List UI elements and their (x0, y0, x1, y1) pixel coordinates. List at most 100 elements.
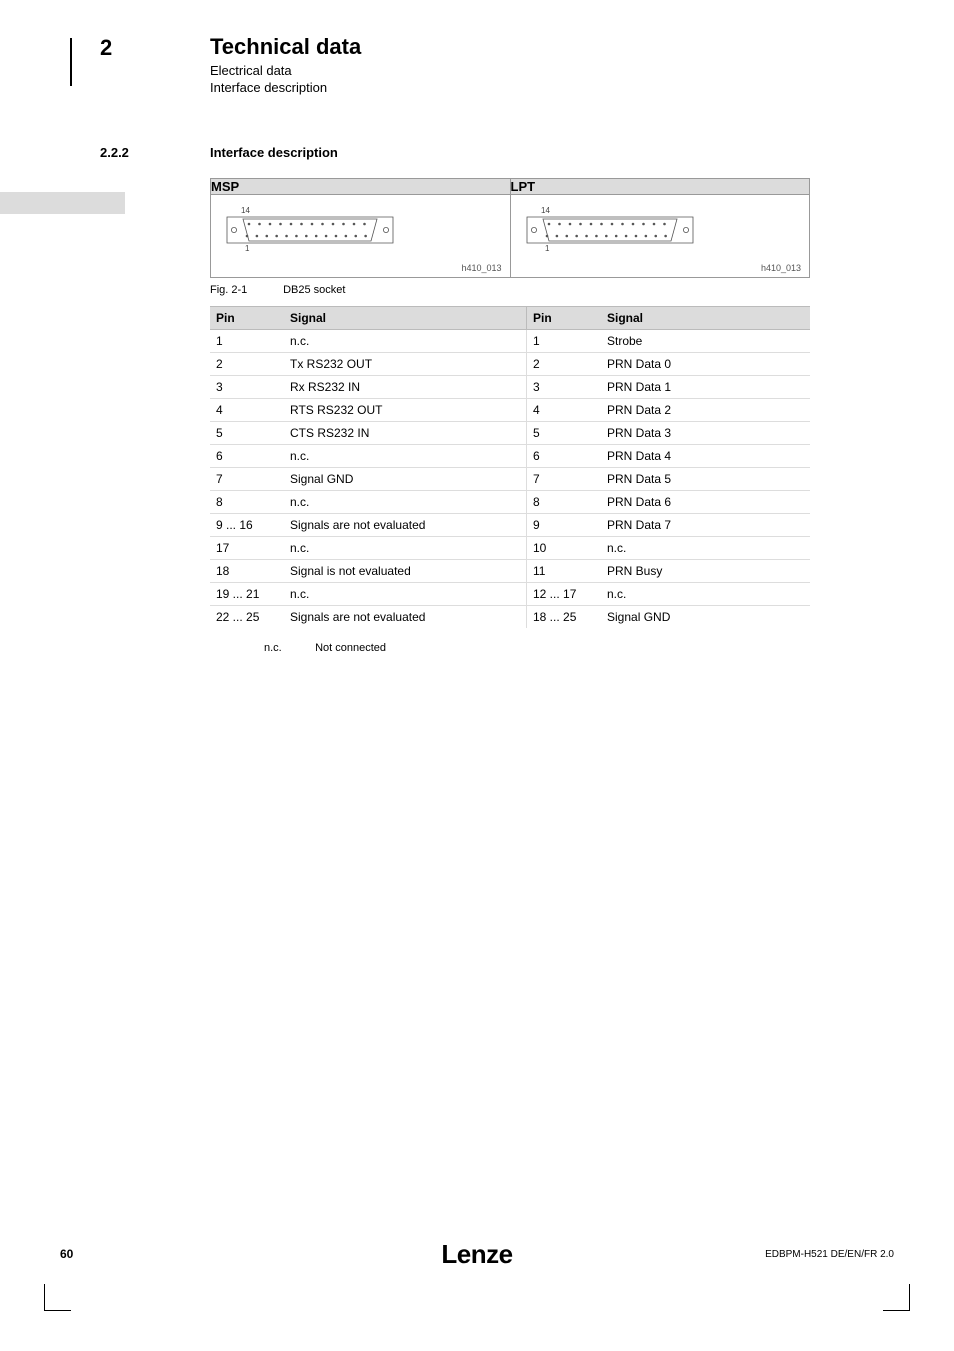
signal-cell: Signals are not evaluated (284, 606, 527, 629)
page-footer: 60 Lenze EDBPM-H521 DE/EN/FR 2.0 (60, 1247, 894, 1261)
pin-cell: 4 (527, 399, 602, 422)
chapter-number: 2 (60, 35, 210, 61)
table-row: 4RTS RS232 OUT4PRN Data 2 (210, 399, 810, 422)
pin-cell: 2 (527, 353, 602, 376)
figure-id: Fig. 2-1 (210, 284, 280, 296)
pin-cell: 5 (210, 422, 284, 445)
pin-cell: 18 (210, 560, 284, 583)
signal-cell: n.c. (284, 445, 527, 468)
pin-label-14-right: 14 (541, 206, 550, 215)
pin-cell: 6 (210, 445, 284, 468)
th-signal-right: Signal (601, 307, 810, 330)
pin-cell: 8 (527, 491, 602, 514)
header-title: Technical data (210, 35, 361, 59)
legend-value: Not connected (315, 642, 386, 654)
connector-header-msp: MSP (211, 179, 511, 195)
signal-cell: CTS RS232 IN (284, 422, 527, 445)
th-pin-right: Pin (527, 307, 602, 330)
pin-signal-table: Pin Signal Pin Signal 1n.c.1Strobe2Tx RS… (210, 306, 810, 628)
signal-cell: PRN Data 4 (601, 445, 810, 468)
signal-cell: Rx RS232 IN (284, 376, 527, 399)
signal-cell: PRN Data 0 (601, 353, 810, 376)
signal-cell: PRN Data 6 (601, 491, 810, 514)
table-row: 17n.c.10n.c. (210, 537, 810, 560)
signal-cell: n.c. (284, 537, 527, 560)
connector-header-lpt: LPT (510, 179, 810, 195)
signal-cell: PRN Data 2 (601, 399, 810, 422)
section-heading: 2.2.2 Interface description (60, 145, 894, 160)
signal-cell: n.c. (284, 491, 527, 514)
header-sub2: Interface description (210, 80, 361, 95)
table-row: 9 ... 16Signals are not evaluated9PRN Da… (210, 514, 810, 537)
table-row: 1n.c.1Strobe (210, 330, 810, 353)
pin-cell: 4 (210, 399, 284, 422)
signal-cell: Tx RS232 OUT (284, 353, 527, 376)
table-row: 7Signal GND7PRN Data 5 (210, 468, 810, 491)
db25-diagram-right: 14 1 (525, 205, 715, 255)
signal-cell: Signals are not evaluated (284, 514, 527, 537)
table-row: 22 ... 25Signals are not evaluated18 ...… (210, 606, 810, 629)
signal-cell: Strobe (601, 330, 810, 353)
signal-cell: Signal is not evaluated (284, 560, 527, 583)
signal-cell: PRN Data 1 (601, 376, 810, 399)
table-row: 19 ... 21n.c.12 ... 17n.c. (210, 583, 810, 606)
page-number: 60 (60, 1247, 73, 1261)
signal-cell: n.c. (601, 537, 810, 560)
pin-cell: 17 (210, 537, 284, 560)
connector-diagram-table: MSP LPT 14 1 (210, 178, 810, 278)
signal-cell: RTS RS232 OUT (284, 399, 527, 422)
signal-cell: PRN Busy (601, 560, 810, 583)
signal-cell: n.c. (601, 583, 810, 606)
section-title: Interface description (210, 145, 338, 160)
pin-cell: 19 ... 21 (210, 583, 284, 606)
pin-label-14-left: 14 (241, 206, 250, 215)
page-header: 2 Technical data Electrical data Interfa… (60, 35, 894, 95)
signal-cell: Signal GND (284, 468, 527, 491)
signal-cell: PRN Data 3 (601, 422, 810, 445)
pin-cell: 8 (210, 491, 284, 514)
section-number: 2.2.2 (60, 145, 210, 160)
signal-cell: n.c. (284, 583, 527, 606)
left-margin-tick (70, 38, 72, 86)
db25-diagram-left: 14 1 (225, 205, 415, 255)
pin-cell: 22 ... 25 (210, 606, 284, 629)
th-pin-left: Pin (210, 307, 284, 330)
crop-mark-br (883, 1284, 910, 1311)
pin-cell: 3 (527, 376, 602, 399)
th-signal-left: Signal (284, 307, 527, 330)
pin-cell: 18 ... 25 (527, 606, 602, 629)
figure-text: DB25 socket (283, 284, 345, 296)
table-row: 2Tx RS232 OUT2PRN Data 0 (210, 353, 810, 376)
signal-cell: n.c. (284, 330, 527, 353)
pin-cell: 1 (527, 330, 602, 353)
table-row: 6n.c.6PRN Data 4 (210, 445, 810, 468)
brand-logo: Lenze (441, 1239, 512, 1270)
pin-cell: 1 (210, 330, 284, 353)
legend-key: n.c. (264, 642, 312, 654)
table-row: 8n.c.8PRN Data 6 (210, 491, 810, 514)
diagram-code-left: h410_013 (461, 263, 501, 273)
pin-cell: 2 (210, 353, 284, 376)
table-legend: n.c. Not connected (264, 642, 810, 654)
diagram-code-right: h410_013 (761, 263, 801, 273)
figure-caption: Fig. 2-1 DB25 socket (210, 284, 810, 296)
pin-cell: 9 (527, 514, 602, 537)
pin-cell: 11 (527, 560, 602, 583)
pin-cell: 3 (210, 376, 284, 399)
pin-label-1-left: 1 (245, 244, 250, 253)
pin-cell: 6 (527, 445, 602, 468)
pin-cell: 7 (210, 468, 284, 491)
crop-mark-bl (44, 1284, 71, 1311)
pin-cell: 7 (527, 468, 602, 491)
header-sub1: Electrical data (210, 63, 361, 78)
margin-grey-bar (0, 192, 125, 214)
signal-cell: PRN Data 7 (601, 514, 810, 537)
pin-cell: 5 (527, 422, 602, 445)
table-row: 3Rx RS232 IN3PRN Data 1 (210, 376, 810, 399)
signal-cell: PRN Data 5 (601, 468, 810, 491)
doc-code: EDBPM-H521 DE/EN/FR 2.0 (765, 1249, 894, 1260)
table-row: 18Signal is not evaluated11PRN Busy (210, 560, 810, 583)
pin-cell: 10 (527, 537, 602, 560)
pin-label-1-right: 1 (545, 244, 550, 253)
pin-cell: 9 ... 16 (210, 514, 284, 537)
